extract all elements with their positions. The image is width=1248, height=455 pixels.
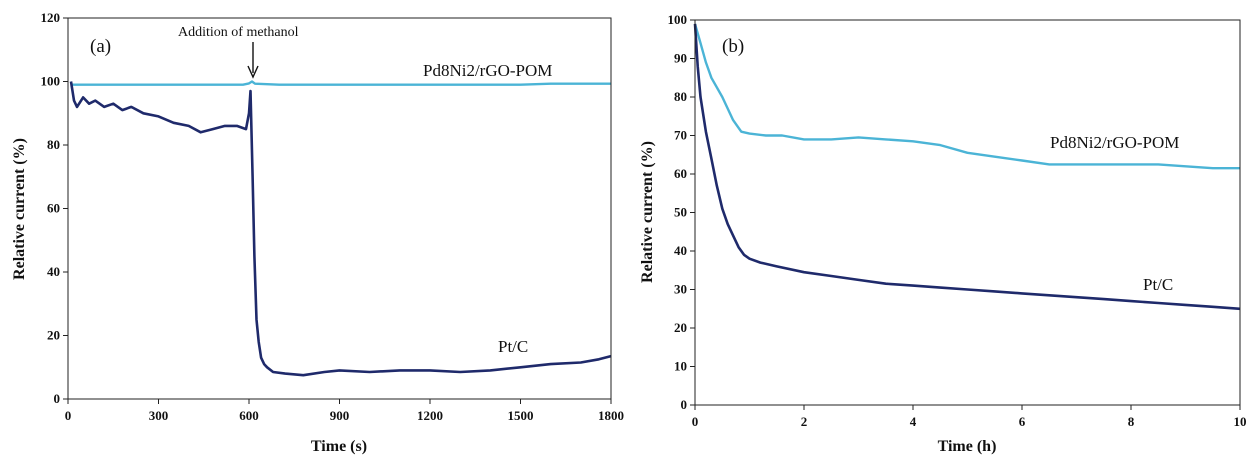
y-tick-label: 100 bbox=[668, 12, 688, 27]
y-tick-label: 20 bbox=[674, 320, 687, 335]
x-tick-label: 4 bbox=[910, 414, 917, 429]
y-tick-label: 80 bbox=[674, 89, 687, 104]
x-tick-label: 300 bbox=[149, 408, 169, 423]
y-tick-label: 50 bbox=[674, 205, 687, 220]
x-tick-label: 0 bbox=[65, 408, 72, 423]
panel-label: (b) bbox=[722, 36, 744, 57]
x-axis-label: Time (s) bbox=[311, 438, 367, 455]
x-tick-label: 1500 bbox=[508, 408, 534, 423]
series-group bbox=[693, 23, 1241, 311]
y-tick-label: 120 bbox=[41, 10, 61, 25]
y-tick-label: 60 bbox=[47, 201, 60, 216]
y-tick-label: 40 bbox=[674, 243, 687, 258]
y-axis-label: Relative current (%) bbox=[11, 138, 28, 280]
y-tick-label: 100 bbox=[41, 74, 61, 89]
y-tick-label: 0 bbox=[54, 391, 61, 406]
x-tick-label: 10 bbox=[1234, 414, 1247, 429]
series-label-ptc: Pt/C bbox=[1143, 275, 1173, 294]
x-tick-label: 0 bbox=[692, 414, 699, 429]
series-line-ptc bbox=[69, 81, 612, 377]
ticks-group: 0 10 20 30 40 50 60 70 80 90 100 0 2 4 6 8 10 bbox=[668, 12, 1247, 429]
y-tick-label: 60 bbox=[674, 166, 687, 181]
series-label-pd8ni2: Pd8Ni2/rGO-POM bbox=[1050, 133, 1179, 152]
panel-label: (a) bbox=[90, 36, 111, 57]
series-group bbox=[69, 80, 612, 377]
plot-frame bbox=[694, 19, 1241, 406]
x-tick-label: 2 bbox=[801, 414, 808, 429]
x-tick-label: 6 bbox=[1019, 414, 1026, 429]
x-tick-label: 1800 bbox=[598, 408, 624, 423]
series-line-ptc bbox=[693, 23, 1241, 311]
series-line-pd8ni2 bbox=[71, 80, 611, 86]
y-tick-label: 10 bbox=[674, 359, 687, 374]
plot-frame bbox=[67, 17, 612, 400]
series-label-pd8ni2: Pd8Ni2/rGO-POM bbox=[423, 61, 552, 80]
series-label-ptc: Pt/C bbox=[498, 337, 528, 356]
x-tick-label: 8 bbox=[1128, 414, 1135, 429]
y-tick-label: 80 bbox=[47, 137, 60, 152]
annotation-arrow-head bbox=[247, 65, 259, 79]
y-axis-label: Relative current (%) bbox=[639, 141, 656, 283]
y-tick-label: 30 bbox=[674, 282, 687, 297]
y-tick-label: 40 bbox=[47, 264, 60, 279]
x-tick-label: 900 bbox=[330, 408, 350, 423]
x-axis-label: Time (h) bbox=[938, 438, 997, 455]
y-tick-label: 0 bbox=[681, 397, 688, 412]
y-tick-label: 20 bbox=[47, 328, 60, 343]
y-tick-label: 90 bbox=[674, 51, 687, 66]
chart-panel-b: 0 10 20 30 40 50 60 70 80 90 100 0 2 4 6 8 10 (b) Pd8Ni2… bbox=[639, 12, 1247, 455]
x-tick-label: 600 bbox=[239, 408, 259, 423]
series-line-pd8ni2 bbox=[693, 23, 1240, 170]
y-tick-label: 70 bbox=[674, 128, 687, 143]
annotation-text: Addition of methanol bbox=[178, 25, 299, 40]
x-tick-label: 1200 bbox=[417, 408, 443, 423]
